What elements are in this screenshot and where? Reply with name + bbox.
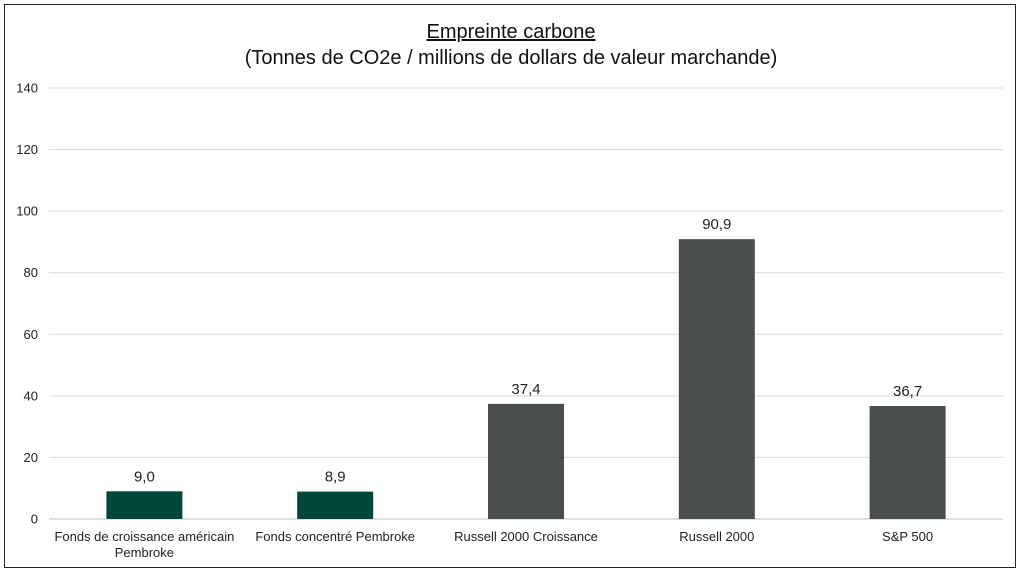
y-axis: 0 20 40 60 80 100 120 140 bbox=[16, 81, 38, 527]
y-tick-label: 20 bbox=[24, 450, 38, 465]
bar bbox=[869, 406, 946, 519]
x-tick-label: S&P 500 bbox=[882, 529, 933, 544]
bar bbox=[106, 491, 183, 519]
x-tick-label: Russell 2000 bbox=[679, 529, 754, 544]
gridlines bbox=[49, 87, 1003, 520]
data-label: 36,7 bbox=[893, 383, 922, 400]
chart-title: Empreinte carbone bbox=[426, 21, 596, 43]
bar bbox=[297, 491, 374, 519]
data-label: 90,9 bbox=[702, 216, 731, 233]
data-label: 8,9 bbox=[325, 469, 346, 486]
data-label: 37,4 bbox=[511, 381, 540, 398]
y-tick-label: 100 bbox=[16, 204, 38, 219]
bar bbox=[488, 403, 564, 519]
x-tick-label: Russell 2000 Croissance bbox=[454, 529, 598, 544]
x-tick-label: Fonds de croissance américain bbox=[54, 529, 234, 544]
y-tick-label: 40 bbox=[24, 388, 38, 403]
x-tick-label: Fonds concentré Pembroke bbox=[255, 529, 415, 544]
chart-title-block: Empreinte carbone (Tonnes de CO2e / mill… bbox=[5, 19, 1017, 71]
y-tick-label: 120 bbox=[16, 142, 38, 157]
bars bbox=[106, 239, 946, 520]
y-tick-label: 60 bbox=[24, 327, 38, 342]
data-label: 9,0 bbox=[134, 468, 155, 485]
y-tick-label: 80 bbox=[24, 265, 38, 280]
y-tick-label: 140 bbox=[16, 81, 38, 96]
y-tick-label: 0 bbox=[31, 512, 38, 527]
chart-subtitle: (Tonnes de CO2e / millions de dollars de… bbox=[244, 47, 778, 69]
x-tick-label: Pembroke bbox=[115, 545, 174, 560]
value-labels: 9,0 8,9 37,4 90,9 36,7 bbox=[134, 216, 922, 485]
bar bbox=[678, 239, 755, 520]
